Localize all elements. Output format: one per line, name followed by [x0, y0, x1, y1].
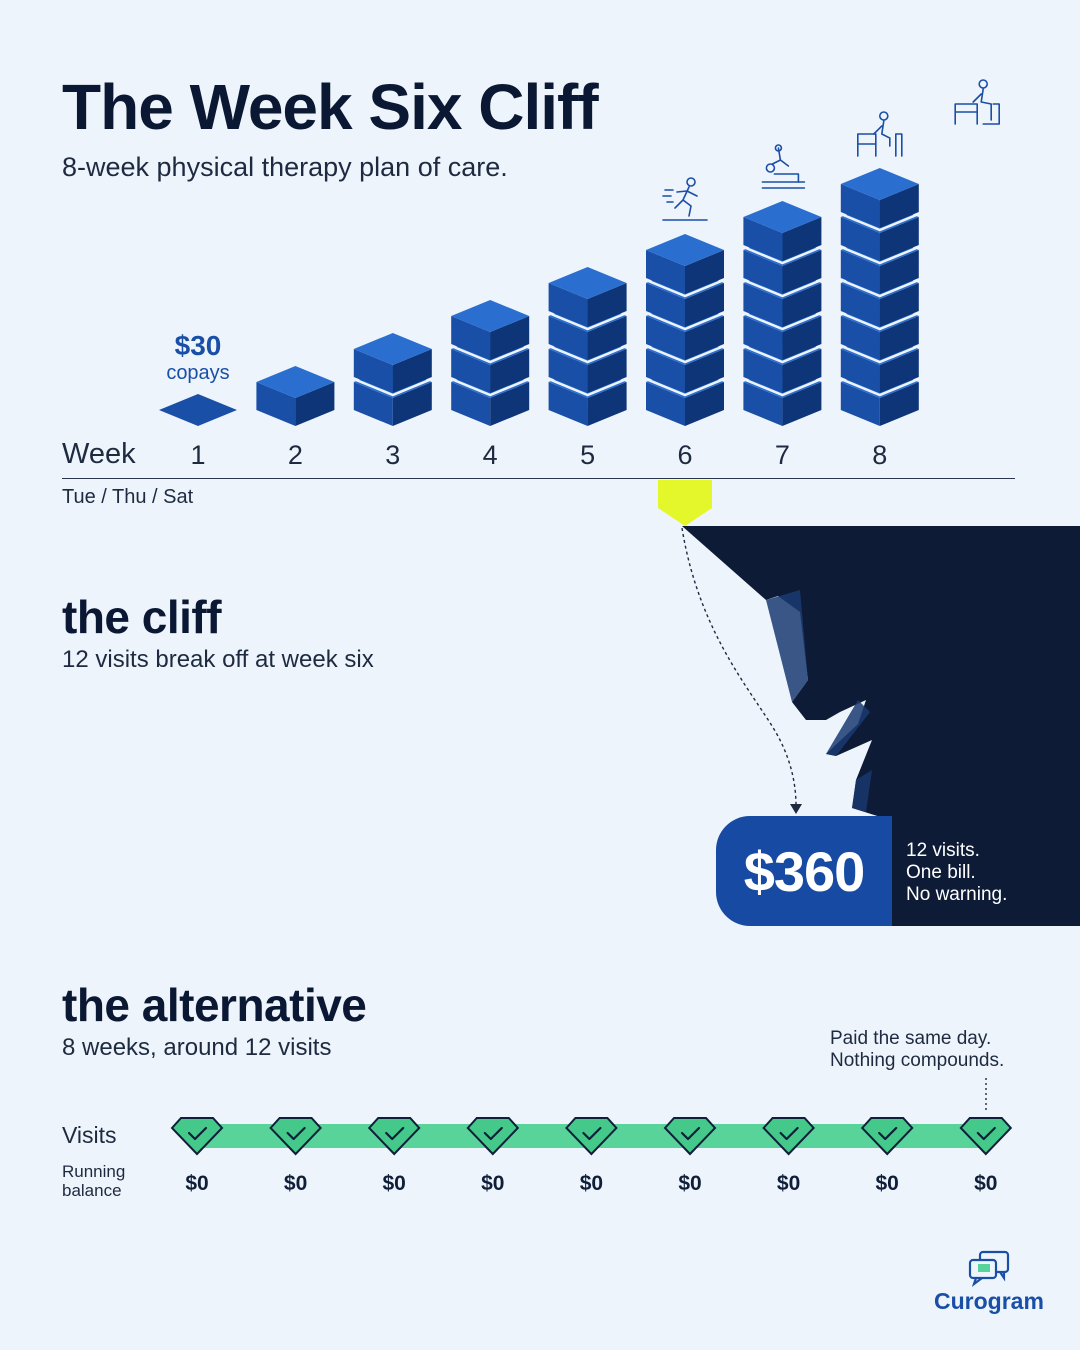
visit-check-marker [565, 1117, 618, 1156]
visit-check-marker [466, 1117, 520, 1156]
balance-row-label: Running balance [62, 1162, 152, 1200]
brand-name: Curogram [934, 1288, 1044, 1314]
week-tick-label: 1 [190, 440, 206, 470]
check-icon [779, 1126, 799, 1141]
cliff-heading: the cliff [62, 591, 222, 643]
copay-label: copays [166, 362, 230, 384]
cliff-total-amount: $360 [743, 839, 866, 903]
bar-block [742, 201, 822, 265]
bar-block [840, 168, 920, 232]
check-icon [680, 1126, 701, 1141]
running-balance-value: $0 [875, 1172, 899, 1195]
bar-stack-week-5 [548, 267, 628, 426]
visit-check-marker [860, 1117, 914, 1156]
bar-stack-week-4 [450, 300, 530, 426]
cliff-note-line: 12 visits. [906, 840, 980, 861]
bar-stack-week-3 [353, 333, 433, 426]
bar-stack-week-7 [742, 201, 822, 426]
visit-track [170, 1117, 1013, 1156]
x-axis-baseline [62, 478, 1015, 479]
bar-block [645, 234, 725, 298]
week-tick-label: 2 [287, 440, 303, 470]
check-icon [878, 1126, 898, 1141]
bar-tile [159, 394, 237, 426]
running-balance-value: $0 [579, 1172, 604, 1195]
check-icon [385, 1126, 405, 1141]
week-tick-label: 7 [774, 440, 790, 470]
massage-table-icon [761, 144, 806, 189]
alternative-heading: the alternative [62, 979, 367, 1031]
week-tick-label: 4 [482, 440, 498, 470]
check-icon [286, 1126, 306, 1141]
visit-check-marker [367, 1117, 421, 1156]
bar-stack-week-2 [256, 366, 335, 426]
alternative-note: Paid the same day. Nothing compounds. [830, 1028, 1004, 1072]
desk-therapy-icon [954, 79, 1001, 125]
balance-row-label-line: balance [62, 1181, 122, 1200]
bar-stack-week-1 [159, 394, 237, 426]
bar-stacks [159, 168, 920, 426]
bar-block [548, 267, 628, 331]
alternative-subheading: 8 weeks, around 12 visits [62, 1034, 332, 1061]
copay-amount: $30 [174, 330, 222, 361]
x-axis-label: Week [62, 438, 136, 470]
check-icon [187, 1126, 208, 1141]
chat-bubbles-icon [968, 1250, 1010, 1287]
week-six-marker [658, 480, 712, 526]
running-person-icon [662, 177, 708, 221]
cliff-subheading: 12 visits break off at week six [62, 646, 374, 673]
bar-block [256, 366, 335, 426]
page-title: The Week Six Cliff [62, 71, 599, 143]
drop-arrow-head [790, 804, 802, 814]
cliff-total-badge: $360 [716, 816, 892, 926]
x-axis-sublabel: Tue / Thu / Sat [62, 486, 194, 508]
highlight-marker-shape [658, 480, 712, 526]
cliff-note-line: One bill. [906, 862, 976, 883]
check-icon [582, 1126, 602, 1141]
alternative-note-line: Paid the same day. [830, 1028, 992, 1049]
week-tick-label: 6 [677, 440, 693, 470]
bar-stack-week-6 [645, 234, 725, 426]
running-balance-value: $0 [481, 1172, 505, 1195]
visit-check-marker [959, 1117, 1013, 1156]
bar-block [353, 333, 433, 397]
visit-check-marker [269, 1117, 322, 1156]
bar-stack-week-8 [840, 168, 920, 426]
drop-path-line [681, 527, 797, 807]
visits-row-label: Visits [62, 1122, 117, 1148]
running-balance-value: $0 [776, 1172, 801, 1195]
visit-check-marker [762, 1117, 815, 1156]
running-balance-value: $0 [283, 1172, 308, 1195]
check-icon [483, 1126, 503, 1141]
running-balance-value: $0 [382, 1172, 406, 1195]
running-balance-value: $0 [974, 1172, 998, 1195]
cliff-shape [682, 526, 1080, 926]
running-balance-value: $0 [185, 1172, 209, 1195]
visit-check-marker [170, 1117, 224, 1156]
week-tick-label: 5 [580, 440, 596, 470]
bar-block [450, 300, 530, 364]
running-balance-value: $0 [678, 1172, 702, 1195]
week-tick-label: 8 [872, 440, 888, 470]
activity-icons [662, 79, 1001, 221]
balance-row-label-line: Running [62, 1162, 126, 1181]
alternative-note-line: Nothing compounds. [830, 1050, 1005, 1071]
cliff-note-line: No warning. [906, 884, 1008, 905]
cliff-note: 12 visits. One bill. No warning. [906, 840, 1007, 906]
seated-therapy-icon [856, 111, 903, 157]
page-subtitle: 8-week physical therapy plan of care. [62, 152, 508, 182]
week-tick-label: 3 [385, 440, 401, 470]
check-icon [976, 1126, 996, 1141]
visit-check-marker [663, 1117, 717, 1156]
